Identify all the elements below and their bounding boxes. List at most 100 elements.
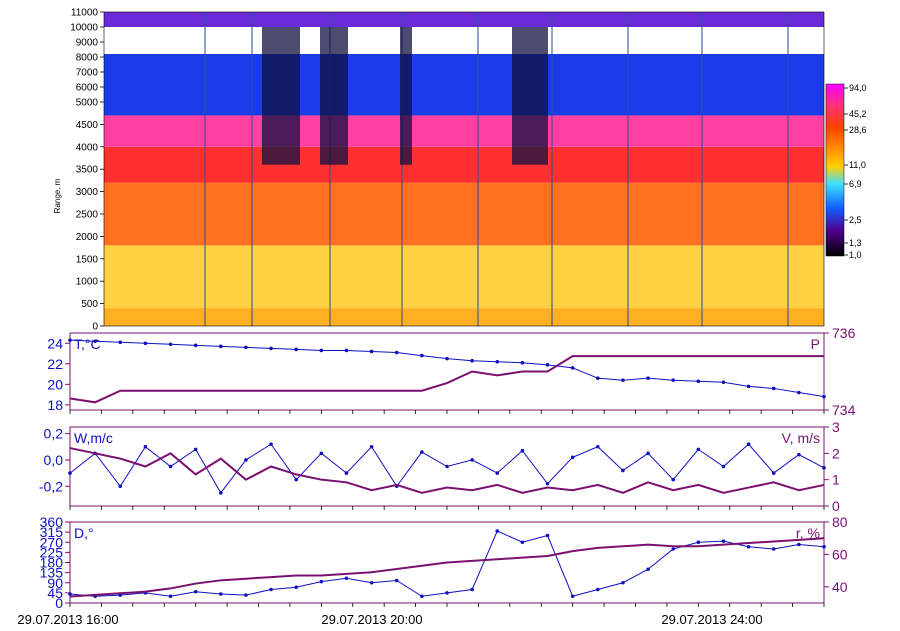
colorbar-label-1: 45,2 — [849, 109, 867, 119]
colorbar-label-2: 28,6 — [849, 125, 867, 135]
panel3-series-0-point-24 — [671, 547, 675, 551]
heatmap-ytick-label-4: 2000 — [76, 232, 99, 243]
panel1-right-label-1: 736 — [832, 325, 856, 341]
panel1-series-0-point-6 — [219, 344, 223, 349]
panel1-series-0-point-13 — [394, 350, 399, 355]
heatmap-dark-column-0 — [262, 27, 300, 165]
panel2-series-0-point-2 — [118, 484, 123, 489]
panel2-right-label-3: 3 — [832, 419, 840, 435]
panel3-series-0-point-18 — [520, 540, 525, 545]
heatmap-y-ticks: 0 500 1000 1500 2000 2500 3000 3500 4000 4500 5000… — [70, 8, 104, 333]
heatmap-ytick-label-15: 10000 — [70, 23, 98, 34]
heatmap-ytick-label-14: 9000 — [76, 38, 99, 49]
panel2-series-0-point-21 — [596, 444, 600, 449]
panel1-left-axis-label: T,°C — [74, 336, 101, 352]
heatmap-layer-3 — [104, 146, 824, 183]
panel3-series-0-point-26 — [721, 539, 726, 543]
heatmap-layer-7 — [104, 12, 824, 27]
panel1-series-0-point-0 — [68, 338, 72, 342]
colorbar-label-7: 1,0 — [849, 250, 862, 260]
colorbar-label-6: 1,3 — [849, 238, 862, 248]
colorbar-labels: 94,0 45,2 28,6 11,0 6,9 2,5 1,3 1,0 — [844, 83, 867, 260]
heatmap-ytick-label-6: 3000 — [76, 187, 99, 198]
panel2-series-0-point-30 — [822, 466, 826, 470]
panel2-series-0-point-28 — [771, 471, 776, 475]
panel3-left-label-3: 135 — [40, 565, 64, 581]
colorbar — [825, 83, 845, 257]
x-tick-label-2400: 29.07.2013 24:00 — [661, 612, 762, 627]
panel2-right-label-2: 2 — [832, 445, 840, 461]
x-tick-label-2000: 29.07.2013 20:00 — [321, 612, 422, 627]
panel1-series-0-point-1 — [93, 339, 97, 344]
panel1-series-0-point-30 — [822, 394, 826, 399]
panel2-series-0-point-25 — [696, 447, 701, 452]
panel2-series-0-point-7 — [244, 458, 248, 462]
panel1-series-0-point-7 — [244, 345, 248, 350]
panel1-series-0-point-9 — [294, 347, 299, 352]
panel1-series-0-point-14 — [420, 353, 424, 358]
panel1-series-0-point-24 — [671, 378, 675, 383]
panel1-series-0-point-10 — [319, 348, 324, 353]
panel3-right-axis-label: r, % — [796, 525, 820, 541]
panel2-series-0-point-5 — [193, 447, 198, 452]
panel3-left-label-6: 270 — [40, 534, 64, 550]
heatmap-ytick-label-16: 11000 — [71, 8, 99, 19]
panel2-series-0-point-27 — [746, 442, 751, 446]
panel3-series-0-point-20 — [570, 594, 575, 599]
panel1-series-0-point-4 — [168, 342, 173, 347]
panel2-series-0-point-8 — [269, 442, 273, 446]
panel1-series-0-point-11 — [344, 348, 349, 353]
heatmap-y-axis-label: Range, m — [53, 178, 62, 213]
panel2-series-0-point-4 — [168, 464, 173, 469]
heatmap-layer-2 — [104, 182, 824, 246]
heatmap-layer-1 — [104, 245, 824, 309]
panel3-series-0-point-10 — [319, 579, 324, 584]
panel2-left-label-1: 0,0 — [44, 452, 64, 468]
panel2-series-0-point-0 — [68, 471, 72, 475]
panel3-series-0-point-14 — [420, 594, 424, 599]
panel2-series-0-point-11 — [344, 471, 349, 475]
panel2-series-0-point-9 — [294, 477, 299, 482]
heatmap-ytick-label-10: 5000 — [76, 98, 99, 109]
panel1-series-0-point-27 — [746, 384, 751, 389]
panel2-left-axis-label: W,m/c — [74, 430, 113, 446]
panel1-series-0-point-26 — [721, 380, 726, 385]
panel1-left-label-3: 24 — [47, 335, 63, 351]
panel2-series-1-line — [69, 447, 825, 494]
heatmap-ytick-label-8: 4000 — [76, 142, 99, 153]
panel3-series-0-point-12 — [369, 580, 374, 585]
panel3-left-label-8: 360 — [40, 514, 64, 530]
panel1-series-0-point-18 — [520, 360, 525, 365]
heatmap-layer-6 — [104, 27, 824, 54]
heatmap-ytick-label-13: 8000 — [76, 53, 99, 64]
panel1-series-0-point-3 — [143, 341, 148, 346]
panel1-series-0-point-25 — [696, 379, 701, 384]
panel3-series-0-point-7 — [244, 593, 248, 597]
panel1-series-1-line — [69, 355, 824, 404]
panel2-series-0-point-17 — [495, 471, 500, 475]
heatmap-ytick-label-11: 6000 — [76, 83, 99, 94]
panel3-series-0-point-0 — [68, 592, 72, 596]
panel3-series-0-point-29 — [797, 542, 801, 547]
panel1-left-label-2: 22 — [47, 356, 63, 372]
heatmap-layer-0 — [104, 308, 824, 326]
panel3-right-label-0: 40 — [832, 579, 848, 595]
panel3-series-0-point-11 — [344, 576, 349, 581]
panel1-right-axis-label: P — [811, 336, 820, 352]
panel3-series-0-point-21 — [596, 587, 600, 592]
panel1-right-label-0: 734 — [832, 402, 856, 418]
heatmap-dark-column-2 — [400, 27, 412, 165]
panel2-right-label-1: 1 — [832, 472, 840, 488]
panel3-series-0-point-30 — [822, 544, 826, 549]
panel1-series-0-point-20 — [570, 366, 575, 370]
panel3-left-label-5: 225 — [40, 544, 64, 560]
panel1-series-0-point-23 — [646, 376, 650, 380]
panel1-series-0-point-21 — [596, 376, 600, 380]
panel3-series-0-point-13 — [394, 578, 399, 583]
panel2-right-label-0: 0 — [832, 498, 840, 514]
panel3-series-0-point-17 — [495, 529, 500, 533]
panel1-series-0-point-12 — [369, 349, 374, 354]
panel2-series-0-point-14 — [420, 450, 424, 454]
panel2-series-0-point-12 — [369, 444, 374, 449]
heatmap-dark-column-1 — [320, 27, 348, 165]
